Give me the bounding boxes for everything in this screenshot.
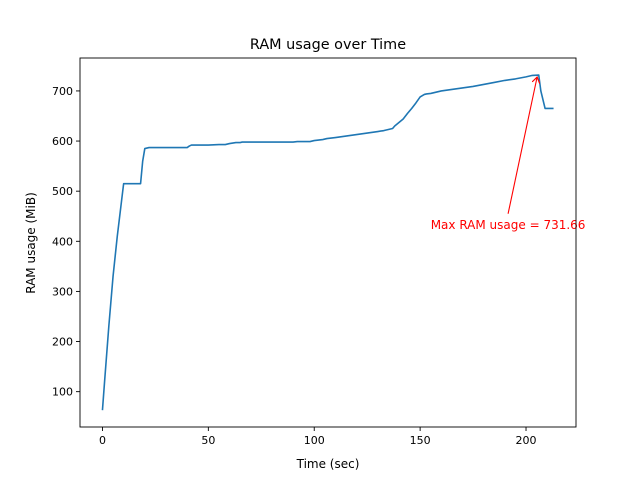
y-axis-label: RAM usage (MiB) bbox=[24, 192, 38, 294]
series-line-0 bbox=[101, 74, 554, 411]
axes: 0 50 100 150 200 100 200 300 400 500 600 700 bbox=[52, 57, 577, 447]
y-tick-label: 600 bbox=[52, 135, 73, 148]
y-tick-label: 200 bbox=[52, 336, 73, 349]
annotation-label: Max RAM usage = 731.66 bbox=[431, 218, 586, 232]
x-tick-label: 200 bbox=[516, 434, 537, 447]
x-tick-label: 0 bbox=[99, 434, 106, 447]
chart-title: RAM usage over Time bbox=[250, 37, 406, 53]
x-axis-label: Time (sec) bbox=[296, 457, 360, 471]
x-tick-label: 50 bbox=[201, 434, 215, 447]
y-tick-label: 300 bbox=[52, 285, 73, 298]
annotation-arrow bbox=[507, 77, 537, 214]
x-tick-label: 100 bbox=[304, 434, 325, 447]
y-tick-label: 700 bbox=[52, 85, 73, 98]
plot-area: Max RAM usage = 731.66 bbox=[101, 74, 586, 411]
axes-frame bbox=[79, 57, 577, 428]
y-tick-label: 500 bbox=[52, 185, 73, 198]
y-tick-label: 100 bbox=[52, 386, 73, 399]
x-tick-label: 150 bbox=[410, 434, 431, 447]
y-tick-label: 400 bbox=[52, 235, 73, 248]
